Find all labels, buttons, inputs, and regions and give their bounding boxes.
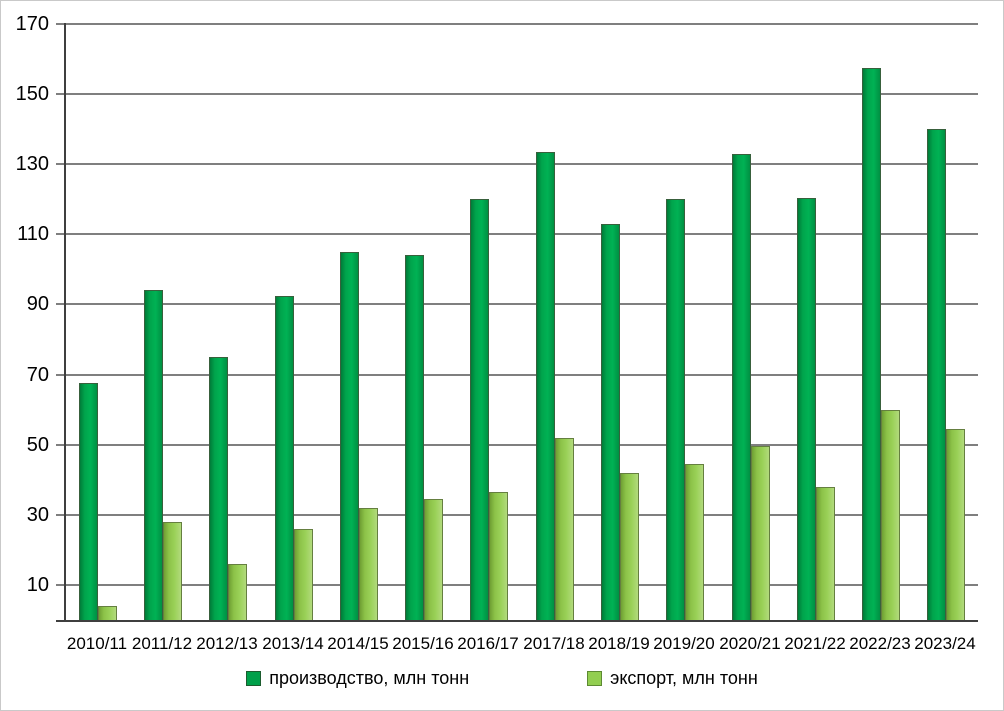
x-axis-line: [56, 620, 978, 622]
y-axis-label: 70: [26, 363, 49, 386]
bar-production-2019/20: [666, 199, 685, 620]
bar-export-2013/14: [294, 529, 313, 620]
legend-item-production: производство, млн тонн: [246, 668, 469, 689]
bar-production-2012/13: [209, 357, 228, 620]
legend-label-export: экспорт, млн тонн: [610, 668, 758, 688]
gridline-y-90: [56, 303, 978, 306]
x-axis-label: 2011/12: [131, 634, 193, 653]
bar-production-2014/15: [340, 252, 359, 620]
bar-export-2016/17: [489, 492, 508, 620]
legend-item-export: экспорт, млн тонн: [587, 668, 758, 689]
x-axis-label: 2020/21: [719, 634, 781, 653]
bar-export-2011/12: [163, 522, 182, 620]
bar-production-2013/14: [275, 296, 294, 620]
bar-export-2014/15: [359, 508, 378, 620]
x-axis-label: 2023/24: [914, 634, 976, 653]
bar-export-2023/24: [946, 429, 965, 620]
x-axis-label: 2018/19: [588, 634, 650, 653]
bar-production-2022/23: [862, 68, 881, 620]
bar-export-2010/11: [98, 606, 117, 620]
y-axis-label: 50: [26, 433, 49, 456]
chart-legend: производство, млн тонн экспорт, млн тонн: [1, 668, 1003, 689]
x-axis-label: 2016/17: [457, 634, 519, 653]
gridline-y-70: [56, 373, 978, 376]
x-axis-label: 2017/18: [523, 634, 585, 653]
bar-production-2011/12: [144, 290, 163, 620]
bar-export-2015/16: [424, 499, 443, 620]
x-axis-label: 2021/22: [784, 634, 846, 653]
x-axis-label: 2014/15: [327, 634, 389, 653]
x-axis-label: 2019/20: [653, 634, 715, 653]
bar-production-2015/16: [405, 255, 424, 620]
bar-production-2017/18: [536, 152, 555, 620]
y-axis-label: 150: [15, 83, 49, 106]
bar-production-2020/21: [732, 154, 751, 620]
y-axis-label: 170: [15, 13, 49, 35]
gridline-y-10: [56, 583, 978, 586]
bar-export-2020/21: [751, 446, 770, 620]
gridline-y-30: [56, 513, 978, 516]
legend-label-production: производство, млн тонн: [269, 668, 470, 688]
x-axis-label: 2010/11: [66, 634, 128, 653]
bar-export-2019/20: [685, 464, 704, 620]
bar-export-2022/23: [881, 410, 900, 620]
x-axis-label: 2013/14: [262, 634, 324, 653]
gridline-y-170: [56, 23, 978, 25]
x-axis-label: 2015/16: [392, 634, 454, 653]
y-axis-label: 90: [26, 293, 49, 316]
bar-production-2021/22: [797, 198, 816, 620]
gridline-y-110: [56, 233, 978, 236]
export-swatch-icon: [587, 671, 603, 686]
production-swatch-icon: [246, 671, 262, 686]
gridline-y-150: [56, 93, 978, 96]
y-axis-label: 10: [26, 573, 49, 596]
y-axis-label: 110: [17, 223, 49, 246]
bar-export-2018/19: [620, 473, 639, 620]
gridline-y-50: [56, 443, 978, 446]
x-axis-label: 2022/23: [849, 634, 911, 653]
gridline-y-130: [56, 163, 978, 166]
bar-production-2010/11: [79, 383, 98, 620]
y-axis-label: 30: [26, 503, 49, 526]
y-axis-line: [64, 23, 66, 622]
bar-export-2017/18: [555, 438, 574, 620]
y-axis-label: 130: [15, 153, 49, 176]
x-axis-label: 2012/13: [196, 634, 258, 653]
bar-export-2021/22: [816, 487, 835, 620]
bar-production-2023/24: [927, 129, 946, 620]
bar-production-2018/19: [601, 224, 620, 620]
bar-export-2012/13: [228, 564, 247, 620]
bar-production-2016/17: [470, 199, 489, 620]
